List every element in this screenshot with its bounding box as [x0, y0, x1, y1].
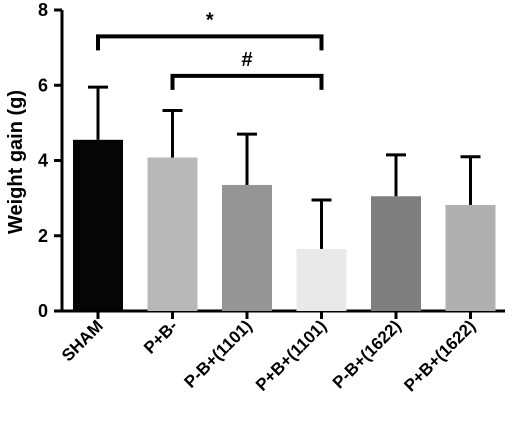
significance-bracket-1 — [170, 73, 324, 90]
category-label-1: P+B- — [140, 316, 181, 357]
category-label-0: SHAM — [58, 316, 107, 365]
significance-label-0: * — [206, 9, 214, 31]
plot-area: 0 2 4 6 8 SHAM P+B- P-B+(1101)P+B+(1101)P-B+(16… — [38, 0, 505, 395]
y-tick-label-3: 6 — [38, 75, 48, 95]
y-tick-label-4: 8 — [38, 0, 48, 20]
significance-label-1: # — [241, 49, 252, 71]
y-tick-label-2: 4 — [38, 151, 48, 171]
bar-4 — [371, 196, 421, 311]
y-tick-label-1: 2 — [38, 226, 48, 246]
category-label-2: P-B+(1101) — [181, 316, 256, 391]
bar-0 — [73, 139, 123, 311]
bar-3 — [296, 248, 347, 311]
bar-5 — [445, 204, 496, 311]
significance-bracket-0 — [96, 34, 324, 51]
category-label-3: P+B+(1101) — [252, 316, 330, 394]
y-tick-label-0: 0 — [38, 301, 48, 321]
bar-2 — [222, 184, 272, 311]
category-label-4: P-B+(1622) — [329, 316, 405, 392]
category-label-5: P+B+(1622) — [400, 316, 479, 395]
y-axis-title: Weight gain (g) — [5, 90, 27, 234]
bar-1 — [147, 157, 198, 311]
